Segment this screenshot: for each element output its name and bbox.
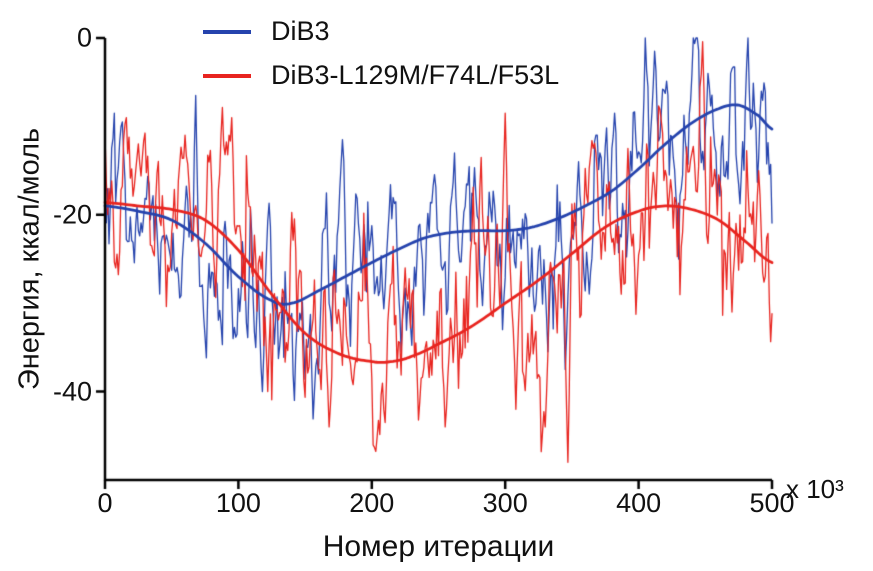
- legend-item: DiB3: [203, 16, 559, 47]
- legend-swatch: [203, 29, 251, 34]
- legend-label: DiB3: [271, 16, 330, 46]
- legend-item: DiB3-L129M/F74L/F53L: [203, 60, 559, 91]
- x-tick-label: 300: [482, 488, 528, 518]
- x-tick-label: 0: [97, 488, 113, 518]
- y-axis-title: Энергия, ккал/моль: [13, 127, 46, 391]
- y-tick-label: -20: [52, 199, 92, 230]
- x-axis-unit-label: x 10³: [786, 474, 844, 504]
- x-tick-label: 400: [616, 488, 662, 518]
- y-tick-label: 0: [76, 22, 92, 53]
- x-axis-title: Номер итерации: [322, 530, 555, 563]
- y-tick-label: -40: [52, 376, 92, 407]
- x-tick-label: 200: [349, 488, 395, 518]
- legend-label: DiB3-L129M/F74L/F53L: [271, 60, 560, 90]
- legend-swatch: [203, 73, 251, 78]
- legend: DiB3 DiB3-L129M/F74L/F53L: [203, 16, 559, 91]
- x-tick-label: 500: [749, 488, 795, 518]
- x-tick-label: 100: [215, 488, 261, 518]
